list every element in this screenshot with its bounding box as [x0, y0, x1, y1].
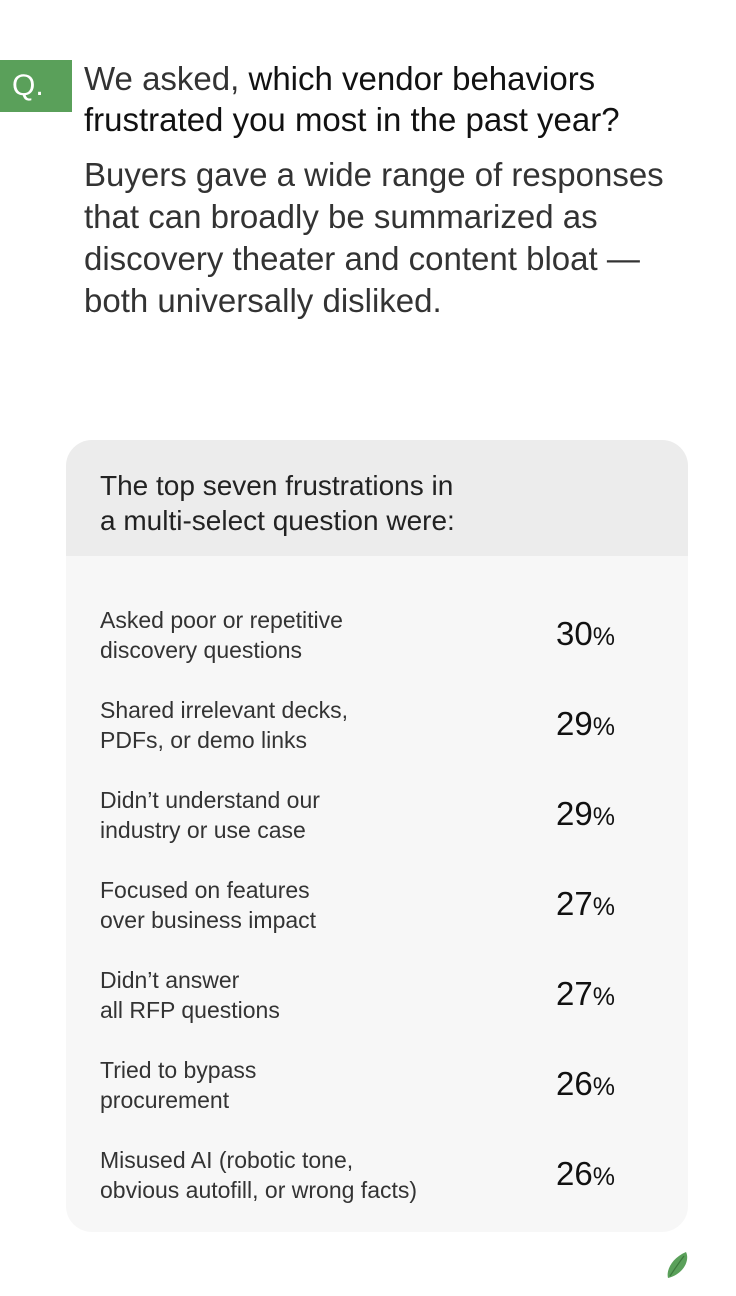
percent-value: 27 — [556, 975, 593, 1012]
frustration-row: Asked poor or repetitive discovery quest… — [66, 605, 688, 695]
question-heading: We asked, which vendor behaviors frustra… — [84, 58, 704, 140]
frustration-percent: 29% — [556, 705, 615, 743]
frustration-label-line-2: industry or use case — [100, 817, 306, 843]
frustration-percent: 27% — [556, 885, 615, 923]
leaf-logo-icon — [667, 1252, 688, 1278]
frustration-label-line-1: Shared irrelevant decks, — [100, 697, 349, 723]
frustration-label-line-1: Tried to bypass — [100, 1057, 257, 1083]
card-header: The top seven frustrations in a multi-se… — [66, 440, 688, 556]
frustration-label-line-1: Didn’t answer — [100, 967, 240, 993]
frustration-percent: 26% — [556, 1155, 615, 1193]
percent-sign: % — [592, 803, 615, 831]
card-header-line-1: The top seven frustrations in — [100, 470, 454, 501]
frustration-label-line-1: Focused on features — [100, 877, 310, 903]
percent-sign: % — [592, 1163, 615, 1191]
percent-value: 30 — [556, 615, 593, 652]
frustration-label-line-2: discovery questions — [100, 637, 302, 663]
question-badge: Q. — [0, 60, 72, 112]
frustrations-card: The top seven frustrations in a multi-se… — [66, 440, 688, 1232]
frustration-label-line-1: Asked poor or repetitive — [100, 607, 343, 633]
frustration-percent: 26% — [556, 1065, 615, 1103]
question-lead: We asked, — [84, 60, 240, 97]
frustration-percent: 29% — [556, 795, 615, 833]
summary-text: Buyers gave a wide range of responses th… — [84, 156, 664, 319]
frustration-row: Tried to bypass procurement 26% — [66, 1055, 688, 1145]
frustration-row: Didn’t understand our industry or use ca… — [66, 785, 688, 875]
percent-sign: % — [592, 1073, 615, 1101]
percent-value: 27 — [556, 885, 593, 922]
percent-sign: % — [592, 623, 615, 651]
card-header-line-2: a multi-select question were: — [100, 505, 455, 536]
frustration-label: Focused on features over business impact — [100, 875, 500, 935]
frustration-label-line-2: procurement — [100, 1087, 230, 1113]
frustration-label: Didn’t understand our industry or use ca… — [100, 785, 500, 845]
frustration-label-line-1: Didn’t understand our — [100, 787, 320, 813]
percent-sign: % — [592, 893, 615, 921]
percent-value: 26 — [556, 1065, 593, 1102]
question-text: which vendor behaviors frustrated you mo… — [84, 60, 620, 138]
frustration-label-line-2: obvious autofill, or wrong facts) — [100, 1177, 418, 1203]
frustration-label-line-2: PDFs, or demo links — [100, 727, 308, 753]
frustration-label: Didn’t answer all RFP questions — [100, 965, 500, 1025]
percent-sign: % — [592, 983, 615, 1011]
frustration-row: Focused on features over business impact… — [66, 875, 688, 965]
percent-value: 29 — [556, 705, 593, 742]
percent-value: 26 — [556, 1155, 593, 1192]
frustration-row: Didn’t answer all RFP questions 27% — [66, 965, 688, 1055]
frustrations-list: Asked poor or repetitive discovery quest… — [66, 605, 688, 1232]
frustration-percent: 30% — [556, 615, 615, 653]
frustration-label-line-2: over business impact — [100, 907, 317, 933]
frustration-label: Misused AI (robotic tone, obvious autofi… — [100, 1145, 500, 1205]
frustration-row: Shared irrelevant decks, PDFs, or demo l… — [66, 695, 688, 785]
frustration-label-line-1: Misused AI (robotic tone, — [100, 1147, 354, 1173]
frustration-row: Misused AI (robotic tone, obvious autofi… — [66, 1145, 688, 1232]
percent-sign: % — [592, 713, 615, 741]
frustration-label: Tried to bypass procurement — [100, 1055, 500, 1115]
frustration-label: Shared irrelevant decks, PDFs, or demo l… — [100, 695, 500, 755]
frustration-label-line-2: all RFP questions — [100, 997, 280, 1023]
frustration-percent: 27% — [556, 975, 615, 1013]
percent-value: 29 — [556, 795, 593, 832]
frustration-label: Asked poor or repetitive discovery quest… — [100, 605, 500, 665]
